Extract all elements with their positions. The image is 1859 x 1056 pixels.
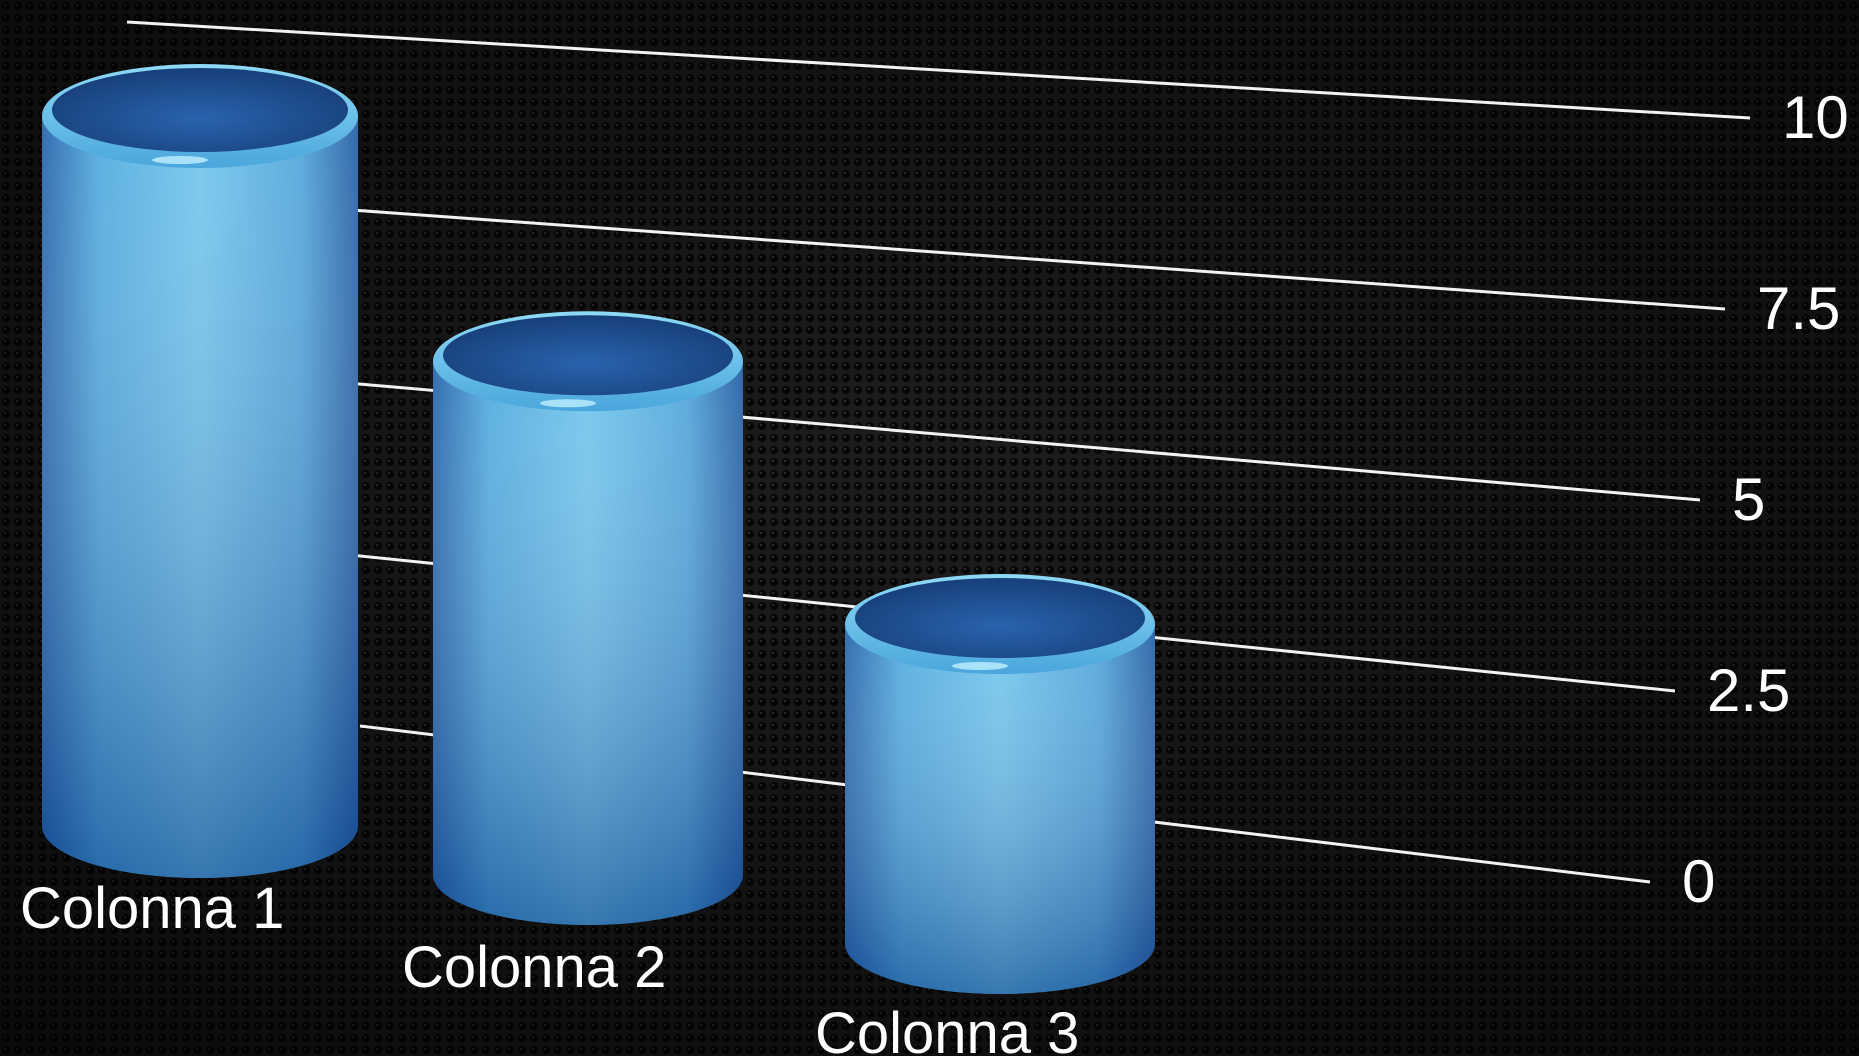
bar-top bbox=[52, 68, 348, 152]
bar-shading bbox=[42, 116, 358, 878]
bar-highlight bbox=[952, 662, 1008, 670]
bar-cylinder bbox=[42, 64, 358, 878]
category-label: Colonna 3 bbox=[815, 1001, 1079, 1056]
bar-top bbox=[443, 315, 733, 396]
y-axis-tick-labels: 0 2.5 5 7.5 10 bbox=[1682, 84, 1849, 915]
category-labels: Colonna 1 Colonna 2 Colonna 3 bbox=[20, 876, 1079, 1056]
bar-shading bbox=[433, 361, 743, 925]
bar-highlight bbox=[152, 156, 208, 164]
bar-cylinder bbox=[845, 574, 1155, 994]
bars bbox=[42, 64, 1155, 994]
y-tick-label: 7.5 bbox=[1757, 275, 1840, 342]
y-tick-label: 2.5 bbox=[1707, 657, 1790, 724]
category-label: Colonna 2 bbox=[402, 935, 666, 1000]
y-tick-label: 0 bbox=[1682, 848, 1715, 915]
bar-highlight bbox=[540, 399, 596, 408]
gridline bbox=[185, 196, 1726, 311]
category-label: Colonna 1 bbox=[20, 876, 284, 941]
bar-shading bbox=[845, 624, 1155, 994]
bar-cylinder bbox=[433, 311, 743, 925]
bar-top bbox=[855, 578, 1145, 658]
y-tick-label: 5 bbox=[1732, 466, 1765, 533]
gridline bbox=[126, 20, 1751, 120]
y-tick-label: 10 bbox=[1782, 84, 1849, 151]
